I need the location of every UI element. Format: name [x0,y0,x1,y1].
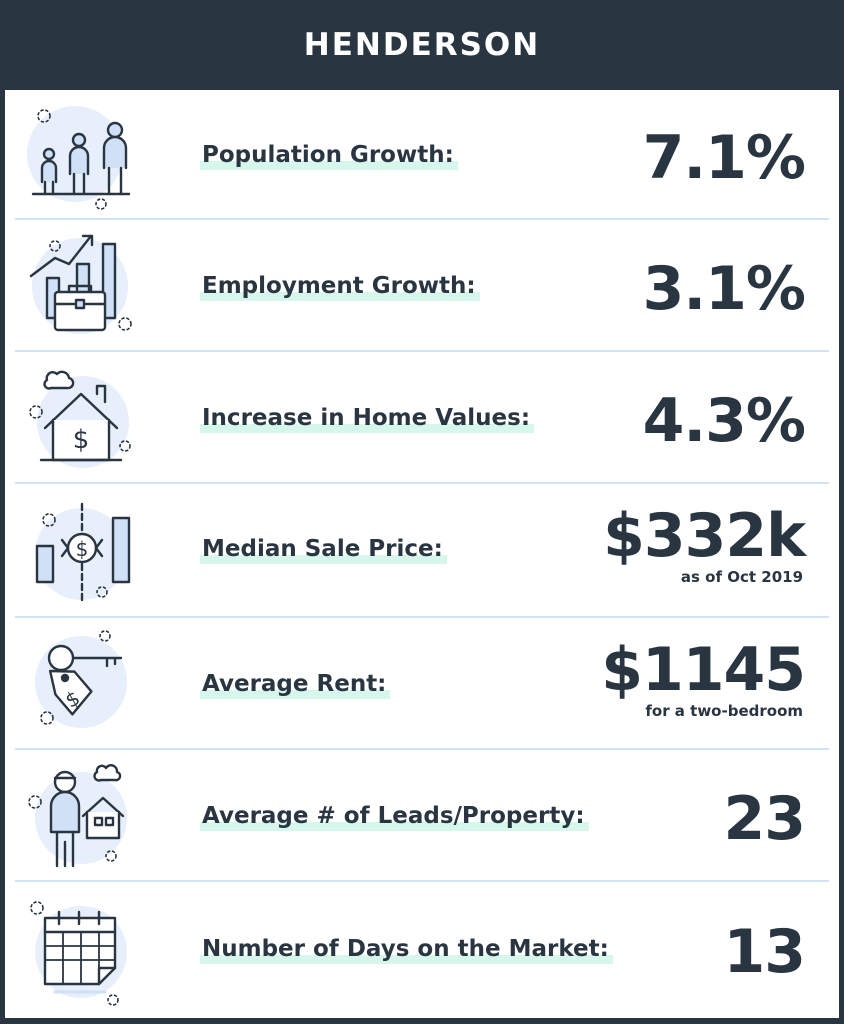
stat-subtext-average-rent: for a two-bedroom [645,702,803,720]
row-divider [15,218,829,220]
briefcase-chart-icon [25,232,135,342]
row-divider [15,880,829,882]
stat-value-average-rent: $1145 [601,635,806,705]
person-house-icon [25,762,135,872]
row-divider [15,350,829,352]
page-title: HENDERSON [303,27,541,63]
stat-label-days-on-market: Number of Days on the Market: [200,934,613,964]
header-bar: HENDERSON [0,0,844,90]
key-tag-icon: $ [25,628,135,738]
house-dollar-icon: $ [25,364,135,474]
stat-value-employment-growth: 3.1% [642,254,806,324]
row-divider [15,748,829,750]
price-bars-icon: $ [25,496,135,606]
stat-row-employment-growth: Employment Growth: 3.1% [5,220,839,352]
calendar-icon [25,896,135,1006]
stat-subtext-median-sale-price: as of Oct 2019 [680,568,803,586]
people-icon [25,102,135,212]
svg-text:$: $ [73,425,90,455]
stat-label-leads-per-property: Average # of Leads/Property: [200,801,589,831]
stat-value-median-sale-price: $332k [603,501,806,571]
row-divider [15,616,829,618]
stat-row-median-sale-price: $ Median Sale Price: $332k as of Oct 201… [5,484,839,618]
svg-text:$: $ [76,537,89,561]
stat-label-home-values: Increase in Home Values: [200,403,535,433]
stat-label-average-rent: Average Rent: [200,669,391,699]
stat-value-days-on-market: 13 [723,917,806,987]
stat-row-average-rent: $ Average Rent: $1145 for a two-bedroom [5,618,839,750]
stat-value-population-growth: 7.1% [642,123,806,193]
stat-value-leads-per-property: 23 [723,784,806,854]
stat-row-population-growth: Population Growth: 7.1% [5,90,839,220]
stat-label-employment-growth: Employment Growth: [200,271,480,301]
stat-row-leads-per-property: Average # of Leads/Property: 23 [5,750,839,882]
stat-label-population-growth: Population Growth: [200,140,458,170]
stat-value-home-values: 4.3% [642,386,806,456]
stat-label-median-sale-price: Median Sale Price: [200,534,447,564]
stats-panel: Population Growth: 7.1% [5,90,839,1018]
stat-row-days-on-market: Number of Days on the Market: 13 [5,882,839,1018]
row-divider [15,482,829,484]
stat-row-home-values: $ Increase in Home Values: 4.3% [5,352,839,484]
